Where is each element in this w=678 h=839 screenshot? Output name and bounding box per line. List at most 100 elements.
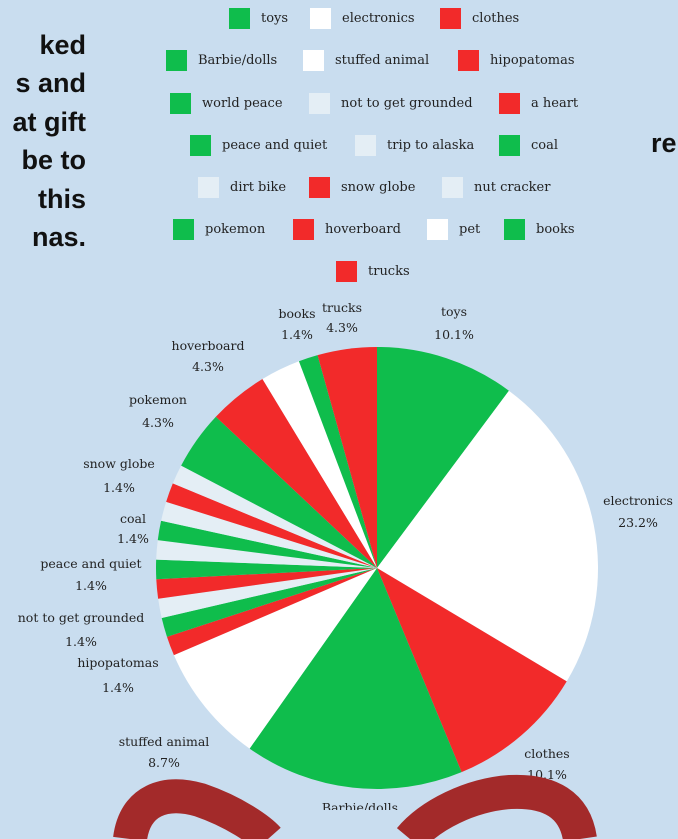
slice-percent-label: 4.3% — [326, 320, 358, 335]
pie-slice — [161, 501, 377, 568]
pie-slice — [317, 347, 377, 568]
slice-name-label: electronics — [603, 493, 673, 508]
legend-label: a heart — [531, 96, 579, 111]
legend-item: pokemon — [173, 219, 265, 240]
legend-item: snow globe — [309, 177, 415, 198]
pie-chart: toys10.1%electronics23.2%clothes10.1%Bar… — [18, 300, 673, 810]
pie-slice — [166, 483, 377, 568]
slice-name-label: trucks — [322, 300, 362, 315]
pie-slice — [377, 347, 509, 568]
pie-slice — [249, 568, 462, 790]
pie-slice — [156, 568, 377, 599]
legend-swatch — [442, 177, 463, 198]
slice-percent-label: 1.4% — [75, 578, 107, 593]
slice-name-label: Barbie/dolls — [322, 800, 398, 810]
legend-item: not to get grounded — [309, 93, 473, 114]
legend-label: coal — [531, 138, 559, 153]
right-text-fragment: re — [651, 128, 677, 158]
slice-name-label: hoverboard — [172, 338, 245, 353]
ribbon-decoration — [113, 774, 597, 839]
slice-name-label: hipopatomas — [77, 655, 158, 670]
pie-slice — [161, 568, 377, 637]
legend-swatch — [355, 135, 376, 156]
legend-item: trucks — [336, 261, 410, 282]
legend-label: hipopatomas — [490, 53, 575, 68]
pie-slice — [181, 416, 377, 568]
legend-label: toys — [261, 11, 289, 26]
legend-label: nut cracker — [474, 180, 551, 195]
slice-name-label: stuffed animal — [119, 734, 210, 749]
slice-percent-label: 8.7% — [148, 755, 180, 770]
legend-item: coal — [499, 135, 558, 156]
legend-label: pet — [459, 222, 481, 237]
legend-swatch — [198, 177, 219, 198]
pie-slice — [377, 568, 567, 773]
legend-item: books — [504, 219, 575, 240]
legend-item: trip to alaska — [355, 135, 474, 156]
legend-item: a heart — [499, 93, 578, 114]
legend-swatch — [190, 135, 211, 156]
pie-slice — [166, 568, 377, 656]
legend-label: electronics — [342, 11, 415, 26]
slice-percent-label: 23.2% — [618, 515, 658, 530]
legend-swatch — [499, 135, 520, 156]
pie-slice — [215, 378, 377, 568]
pie-slice — [377, 390, 598, 682]
legend-swatch — [229, 8, 250, 29]
slice-name-label: peace and quiet — [40, 556, 141, 571]
pie-slice — [262, 361, 377, 568]
legend-label: hoverboard — [325, 222, 401, 237]
legend-swatch — [293, 219, 314, 240]
side-text-line: ked — [39, 30, 86, 60]
legend-item: toys — [229, 8, 288, 29]
legend-swatch — [504, 219, 525, 240]
pie-slice — [298, 355, 377, 568]
pie-slice — [156, 559, 377, 580]
pie-slice — [157, 520, 377, 568]
legend-swatch — [310, 8, 331, 29]
legend-swatch — [166, 50, 187, 71]
legend-item: world peace — [170, 93, 283, 114]
legend-item: electronics — [310, 8, 415, 29]
legend-label: peace and quiet — [222, 138, 328, 153]
chart-legend: toys electronics clothes Barbie/dolls stuffe… — [0, 0, 678, 290]
side-text-line: s and — [15, 68, 86, 99]
slice-percent-label: 1.4% — [102, 680, 134, 695]
pie-slice — [156, 540, 377, 568]
legend-label: trip to alaska — [387, 138, 475, 153]
side-text: ked s and at gift be to this nas. — [0, 26, 87, 256]
slice-name-label: not to get grounded — [18, 610, 145, 625]
slice-name-label: snow globe — [83, 456, 155, 471]
legend-swatch — [309, 177, 330, 198]
slice-percent-label: 4.3% — [192, 359, 224, 374]
slice-percent-label: 10.1% — [434, 327, 474, 342]
slice-percent-label: 1.4% — [103, 480, 135, 495]
slice-percent-label: 1.4% — [281, 327, 313, 342]
slice-name-label: coal — [120, 511, 146, 526]
slice-name-label: books — [278, 306, 315, 321]
legend-swatch — [427, 219, 448, 240]
legend-swatch — [173, 219, 194, 240]
legend-swatch — [458, 50, 479, 71]
legend-swatch — [440, 8, 461, 29]
side-text-line: be to — [21, 145, 87, 176]
side-text-line: nas. — [31, 222, 86, 253]
legend-swatch — [499, 93, 520, 114]
slice-name-label: pokemon — [129, 392, 187, 407]
legend-label: snow globe — [341, 180, 416, 195]
pie-slice — [173, 568, 377, 749]
legend-item: hoverboard — [293, 219, 401, 240]
legend-label: not to get grounded — [341, 96, 473, 111]
legend-item: nut cracker — [442, 177, 550, 198]
legend-swatch — [170, 93, 191, 114]
legend-label: clothes — [472, 11, 520, 26]
legend-label: world peace — [202, 96, 283, 111]
legend-label: Barbie/dolls — [198, 53, 278, 68]
side-text-line: at gift — [12, 106, 87, 137]
slice-name-label: toys — [441, 304, 467, 319]
legend-label: books — [536, 222, 575, 237]
legend-label: stuffed animal — [335, 53, 430, 68]
legend-item: stuffed animal — [303, 50, 429, 71]
slice-percent-label: 1.4% — [117, 531, 149, 546]
legend-label: dirt bike — [230, 180, 287, 195]
